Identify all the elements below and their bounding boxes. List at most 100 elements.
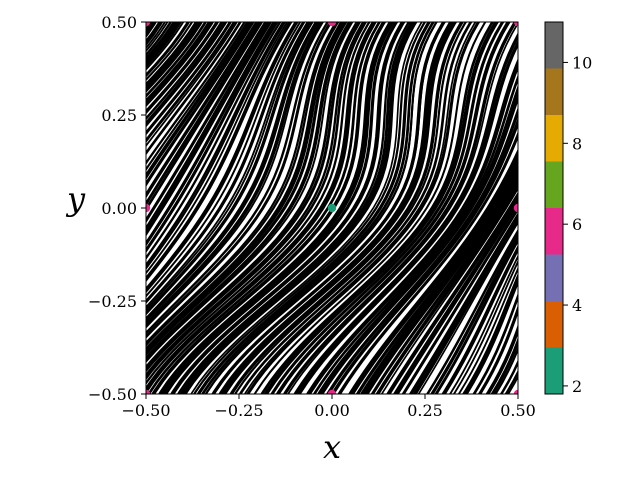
orbit-line [146, 22, 215, 108]
x-tick-label: 0.00 [314, 401, 350, 420]
orbit-line [146, 22, 200, 90]
periodic-point [513, 22, 518, 27]
orbit-line [146, 22, 302, 298]
colorbar: 2 4 6 8 10 [544, 21, 592, 396]
orbit-line [146, 22, 319, 322]
orbit-line [613, 3, 640, 412]
orbit-line [306, 60, 518, 394]
orbit-line [146, 22, 251, 178]
orbit-line [146, 22, 285, 268]
x-tick-label: −0.50 [121, 401, 170, 420]
orbit-line [146, 22, 324, 328]
orbit-line [230, 22, 464, 394]
orbit-line [260, 22, 495, 394]
orbit-line [146, 22, 232, 136]
periodic-point [327, 22, 337, 27]
y-tick-label: 0.25 [101, 106, 137, 125]
orbit-line [0, 3, 115, 412]
periodic-point [513, 203, 518, 213]
orbit-line [317, 84, 518, 394]
orbit-line [146, 22, 246, 165]
orbit-line [146, 22, 191, 78]
orbit-line [325, 106, 518, 394]
orbit-line [159, 22, 395, 394]
orbit-line [146, 22, 362, 373]
orbit-line [146, 22, 279, 254]
orbit-line [605, 3, 640, 412]
orbit-line [204, 22, 438, 394]
x-tick-label: 0.50 [500, 401, 536, 420]
orbit-line [585, 3, 640, 412]
orbit-line [146, 22, 224, 121]
orbit-line [457, 266, 518, 394]
orbit-line [557, 3, 640, 412]
periodic-point [146, 389, 151, 394]
periodic-point [327, 389, 337, 394]
orbit-line [146, 22, 345, 353]
orbit-line [146, 22, 252, 180]
colorbar-bin [545, 347, 563, 394]
orbit-line [282, 22, 518, 394]
orbit-line [617, 3, 640, 412]
orbit-line [146, 22, 236, 143]
colorbar-bin [545, 22, 563, 69]
orbit-line [593, 3, 640, 412]
orbit-line [201, 22, 435, 394]
colorbar-tick-label: 6 [572, 215, 582, 234]
orbit-line [212, 22, 446, 394]
orbit-line [163, 22, 399, 394]
orbit-line [0, 3, 108, 412]
orbit-line [355, 158, 518, 394]
orbit-line [246, 22, 481, 394]
orbit-line [486, 326, 518, 394]
orbit-line [441, 244, 518, 394]
periodic-point [146, 203, 151, 213]
orbit-line [253, 22, 487, 394]
orbit-line [312, 74, 518, 394]
colorbar-frame [544, 21, 564, 395]
orbit-line [553, 3, 640, 412]
y-tick-label: −0.50 [88, 385, 137, 404]
orbit-line [473, 294, 518, 394]
colorbar-tick-label: 2 [572, 377, 582, 396]
orbit-line [146, 22, 204, 93]
orbit-line [297, 40, 518, 394]
orbit-line [293, 32, 518, 394]
orbit-line [146, 22, 354, 364]
orbit-line [146, 22, 293, 283]
orbit-line [370, 176, 518, 394]
orbit-line [146, 22, 219, 114]
colorbar-bin [545, 68, 563, 115]
orbit-line [146, 22, 194, 82]
orbit-line [425, 228, 518, 394]
x-tick-label: −0.25 [214, 401, 263, 420]
orbit-line [380, 187, 518, 394]
orbit-line [146, 22, 338, 345]
orbit-line [477, 304, 518, 394]
orbit-line [146, 22, 306, 304]
orbit-line [243, 22, 477, 394]
y-tick-label: −0.25 [88, 292, 137, 311]
colorbar-tick-label: 4 [572, 296, 582, 315]
x-axis-label: x [323, 428, 341, 466]
orbit-line [146, 22, 287, 271]
orbit-line [490, 336, 518, 394]
orbit-line [146, 22, 282, 260]
orbit-line [551, 3, 640, 412]
x-axis: −0.50 −0.25 0.00 0.25 0.50 [121, 394, 536, 420]
orbit-line [146, 22, 371, 386]
orbit-line [146, 22, 340, 347]
orbit-line [464, 276, 518, 394]
orbit-line [146, 22, 262, 207]
orbit-line [146, 22, 368, 381]
orbit-line [0, 3, 109, 412]
orbit-line [146, 22, 365, 377]
orbit-lines [0, 3, 640, 412]
orbit-line [146, 22, 259, 199]
orbit-line [620, 3, 640, 412]
orbit-line [146, 22, 289, 275]
orbit-line [320, 92, 518, 394]
orbit-line [146, 22, 242, 156]
orbit-line [264, 22, 500, 394]
